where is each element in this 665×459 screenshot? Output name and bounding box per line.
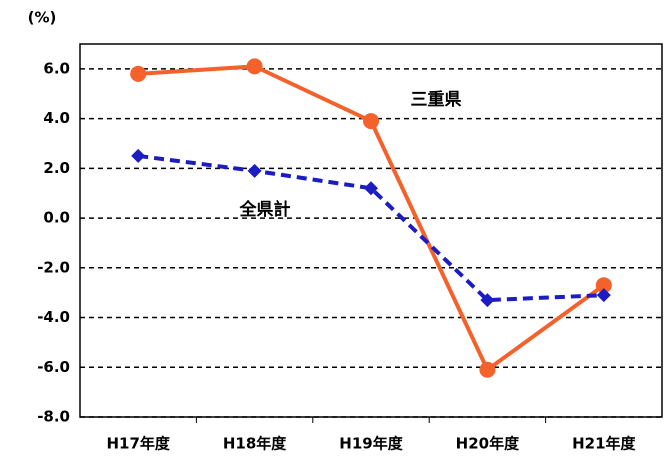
y-tick-label: -2.0: [37, 258, 70, 276]
y-tick-label: 6.0: [43, 59, 70, 77]
point: [130, 65, 147, 82]
series-label: 全県計: [239, 199, 291, 220]
series-line: [137, 153, 604, 303]
y-tick-label: -8.0: [37, 408, 70, 426]
x-tick-label: H19年度: [339, 435, 403, 453]
series-label: 三重県: [411, 89, 462, 110]
y-tick-label: 4.0: [43, 109, 70, 127]
point: [363, 113, 379, 130]
point: [596, 288, 611, 303]
x-tick-label: H18年度: [223, 435, 287, 453]
x-tick-label: H21年度: [572, 435, 636, 453]
point: [246, 58, 263, 75]
point: [480, 293, 495, 308]
plot-frame: [79, 43, 663, 418]
x-tick-label: H17年度: [106, 435, 170, 453]
y-tick-label: 2.0: [43, 159, 70, 177]
point: [247, 163, 262, 178]
y-tick-label: -4.0: [37, 308, 70, 326]
y-tick-label: 0.0: [43, 209, 70, 227]
point: [595, 277, 612, 294]
y-tick-label: -6.0: [37, 358, 70, 376]
point: [131, 148, 146, 163]
point: [364, 181, 378, 196]
point: [479, 361, 496, 378]
y-unit: (%): [28, 9, 57, 27]
x-tick-label: H20年度: [456, 435, 520, 453]
